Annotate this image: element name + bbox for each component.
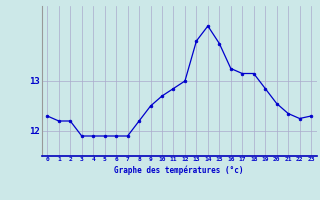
X-axis label: Graphe des températures (°c): Graphe des températures (°c)	[115, 165, 244, 175]
